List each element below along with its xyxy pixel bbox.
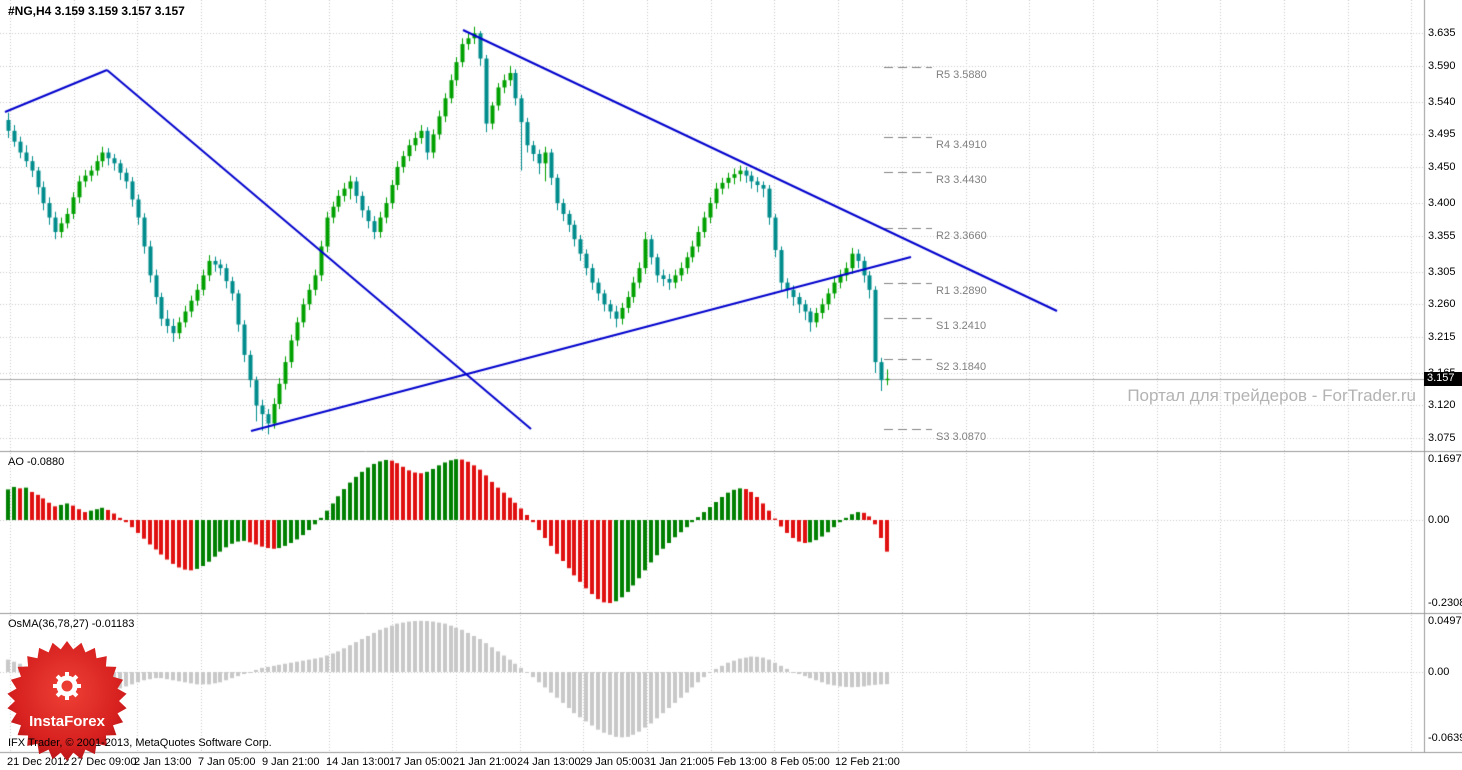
current-price-badge: 3.157 <box>1424 372 1462 386</box>
time-label: 9 Jan 21:00 <box>262 756 320 768</box>
instaforex-logo[interactable]: InstaForex <box>6 640 128 767</box>
price-tick-label: 3.355 <box>1428 230 1456 242</box>
price-tick-label: 3.590 <box>1428 60 1456 72</box>
price-tick-label: 3.075 <box>1428 432 1456 444</box>
chart-title: #NG,H4 3.159 3.159 3.157 3.157 <box>8 4 185 18</box>
price-tick-label: 3.450 <box>1428 161 1456 173</box>
pivot-label: S2 3.1840 <box>936 361 987 373</box>
price-tick-label: 3.635 <box>1428 27 1456 39</box>
pivot-label: R1 3.2890 <box>936 285 987 297</box>
time-label: 2 Jan 13:00 <box>134 756 192 768</box>
pivot-label: R3 3.4430 <box>936 174 987 186</box>
copyright: IFX Trader, © 2001-2013, MetaQuotes Soft… <box>8 737 272 749</box>
pivot-label: R5 3.5880 <box>936 69 987 81</box>
price-tick-label: 3.305 <box>1428 266 1456 278</box>
time-label: 8 Feb 05:00 <box>771 756 830 768</box>
time-label: 14 Jan 13:00 <box>326 756 390 768</box>
time-label: 21 Jan 21:00 <box>453 756 517 768</box>
osma-indicator-label: OsMA(36,78,27) -0.01183 <box>8 618 135 630</box>
time-label: 27 Dec 09:00 <box>71 756 137 768</box>
time-label: 31 Jan 21:00 <box>644 756 708 768</box>
time-label: 7 Jan 05:00 <box>198 756 256 768</box>
ao-tick-label: -0.2308 <box>1428 597 1462 609</box>
time-label: 21 Dec 2012 <box>7 756 70 768</box>
time-label: 29 Jan 05:00 <box>580 756 644 768</box>
time-label: 24 Jan 13:00 <box>517 756 581 768</box>
price-tick-label: 3.215 <box>1428 331 1456 343</box>
logo-text: InstaForex <box>29 713 106 730</box>
price-tick-label: 3.495 <box>1428 128 1456 140</box>
price-tick-label: 3.400 <box>1428 197 1456 209</box>
osma-tick-label: 0.04975 <box>1428 615 1462 627</box>
pivot-label: R2 3.3660 <box>936 230 987 242</box>
pivot-label: S3 3.0870 <box>936 431 987 443</box>
gear-icon <box>53 672 81 700</box>
ao-tick-label: 0.1697 <box>1428 453 1462 465</box>
starburst-shape <box>7 641 127 761</box>
time-label: 12 Feb 21:00 <box>835 756 900 768</box>
time-label: 5 Feb 13:00 <box>708 756 767 768</box>
ao-tick-label: 0.00 <box>1428 514 1450 526</box>
osma-tick-label: -0.0639 <box>1428 732 1462 744</box>
price-tick-label: 3.540 <box>1428 96 1456 108</box>
price-tick-label: 3.260 <box>1428 298 1456 310</box>
osma-tick-label: 0.00 <box>1428 666 1450 678</box>
watermark: Портал для трейдеров - ForTrader.ru <box>1127 386 1416 405</box>
price-tick-label: 3.120 <box>1428 399 1456 411</box>
pivot-label: S1 3.2410 <box>936 320 987 332</box>
ao-indicator-label: AO -0.0880 <box>8 456 65 468</box>
time-label: 17 Jan 05:00 <box>389 756 453 768</box>
pivot-label: R4 3.4910 <box>936 139 987 151</box>
